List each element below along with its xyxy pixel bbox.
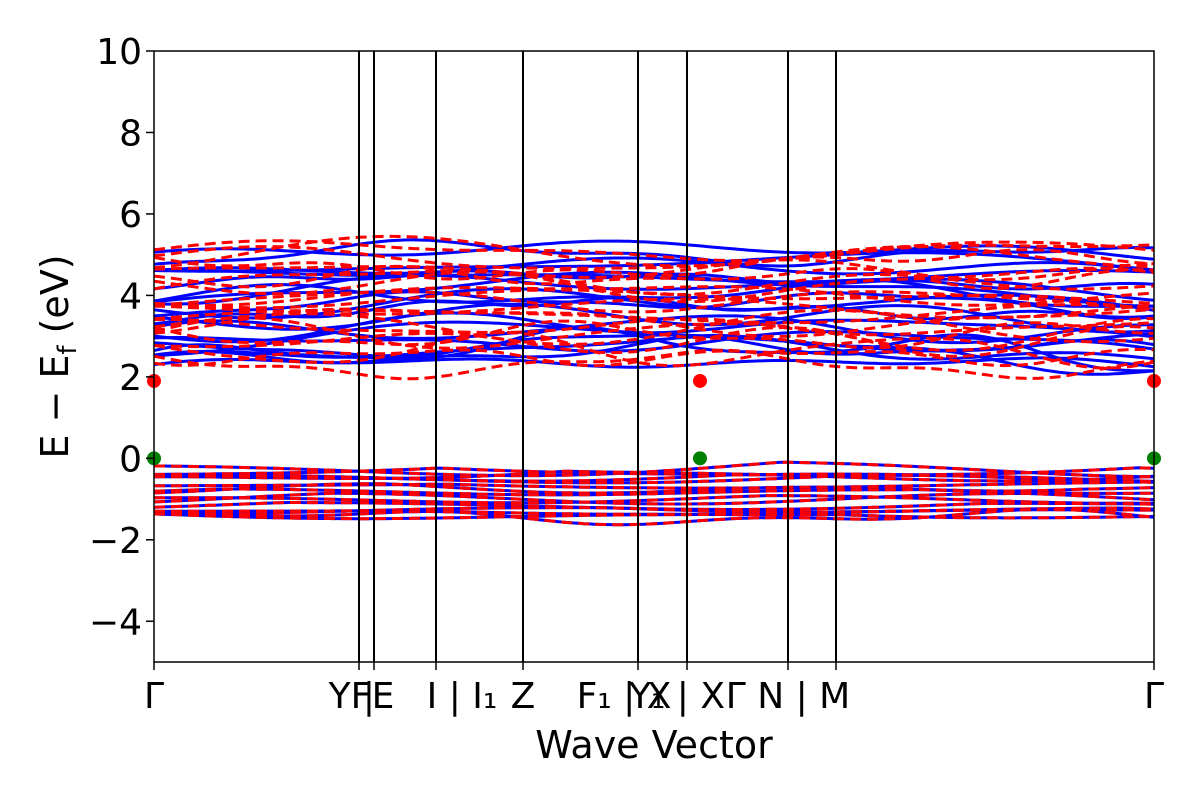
band-edge-markers bbox=[147, 373, 1161, 466]
x-tick-label: Γ bbox=[1144, 676, 1164, 717]
band-lines bbox=[153, 234, 1155, 527]
valence-band-red bbox=[154, 480, 1155, 490]
y-tick-label: −2 bbox=[89, 521, 142, 562]
y-tick-label: 0 bbox=[119, 439, 142, 480]
conduction-band-red bbox=[153, 325, 1155, 358]
valence-band-red bbox=[154, 493, 1154, 505]
conduction-band-red bbox=[153, 245, 1155, 270]
valence-band-bottom-red bbox=[153, 507, 1155, 527]
conduction-band-red bbox=[153, 264, 1155, 290]
valence-band-red bbox=[154, 473, 1155, 485]
x-axis-label: Wave Vector bbox=[535, 723, 773, 767]
band-edge-marker bbox=[693, 373, 707, 388]
conduction-band-red bbox=[153, 234, 1155, 270]
y-axis-label-unit: (eV) bbox=[33, 254, 77, 345]
conduction-band-red bbox=[153, 248, 1155, 281]
valence-band-red bbox=[153, 512, 1155, 521]
conduction-band-red bbox=[153, 319, 1155, 350]
x-tick-label: Γ N | M bbox=[726, 676, 851, 717]
conduction-band-red bbox=[153, 331, 1155, 370]
conduction-band-red bbox=[153, 348, 1155, 381]
y-axis-label-main: E − E bbox=[33, 355, 77, 459]
conduction-band-red bbox=[153, 270, 1155, 297]
conduction-band-red bbox=[153, 308, 1155, 346]
x-tick-label: E bbox=[372, 676, 395, 717]
conduction-band-red bbox=[153, 303, 1155, 325]
x-tick-label: | bbox=[363, 676, 375, 717]
x-tick-label: F₁ | X bbox=[577, 676, 672, 717]
valence-band-red bbox=[153, 487, 1154, 497]
conduction-band-blue bbox=[153, 251, 1155, 273]
y-tick-label: 2 bbox=[119, 358, 142, 399]
x-tick-label: I | I₁ bbox=[427, 676, 498, 717]
conduction-band-red bbox=[153, 266, 1155, 304]
valence-band-red bbox=[153, 491, 1155, 506]
plot-frame bbox=[153, 50, 1155, 663]
conduction-band-blue bbox=[153, 311, 1155, 344]
y-tick-label: −4 bbox=[89, 602, 142, 643]
y-tick-label: 6 bbox=[119, 195, 142, 236]
x-tick-label: Z bbox=[511, 676, 536, 717]
conduction-band-red bbox=[153, 239, 1155, 263]
conduction-band-red bbox=[153, 285, 1155, 307]
conduction-band-red bbox=[153, 348, 1155, 368]
y-axis-ticks: −4 −2 0 2 4 6 8 10 bbox=[89, 32, 154, 643]
kpoint-divider-lines bbox=[358, 51, 837, 662]
y-tick-label: 4 bbox=[119, 276, 142, 317]
conduction-band-blue bbox=[153, 290, 1155, 319]
conduction-band-red bbox=[153, 317, 1155, 337]
x-tick-label: YF bbox=[328, 676, 372, 717]
band-edge-marker bbox=[693, 451, 707, 466]
conduction-band-red bbox=[153, 316, 1154, 352]
x-tick-label: Y₁ | X bbox=[628, 676, 725, 717]
x-tick-label: Γ bbox=[144, 676, 164, 717]
y-tick-label: 10 bbox=[96, 32, 142, 73]
y-tick-label: 8 bbox=[119, 113, 142, 154]
y-axis-label-sub: f bbox=[53, 345, 83, 355]
conduction-band-blue bbox=[153, 256, 1155, 276]
valence-band-red bbox=[154, 469, 1155, 483]
y-axis-label: E − Ef (eV) bbox=[33, 254, 83, 458]
